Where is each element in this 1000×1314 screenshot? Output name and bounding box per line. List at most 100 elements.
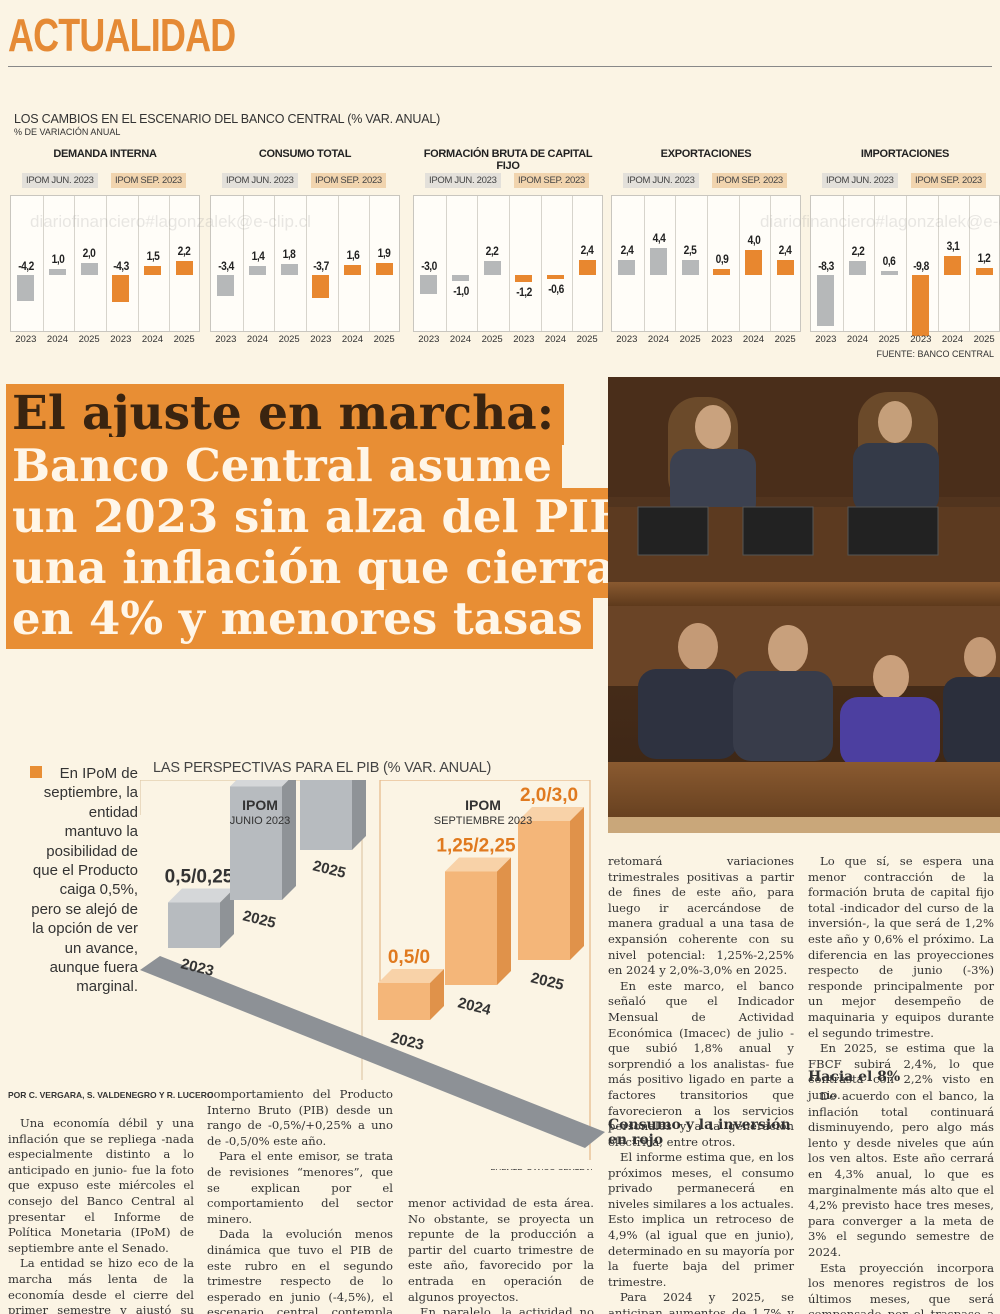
pib-year-label: 2025	[311, 857, 347, 882]
pib-sep-bar-front	[445, 871, 497, 985]
subheading-consumo: Consumo y la inversión en rojo	[608, 1117, 791, 1148]
bar	[547, 275, 564, 279]
year-label: 2025	[78, 334, 100, 345]
grid-line	[969, 196, 971, 331]
year-label: 2023	[616, 334, 638, 345]
lead-bullet-icon	[30, 766, 42, 778]
pib-sep-bar-top	[445, 857, 511, 872]
lead-text: En IPoM de septiembre, la entidad mantuv…	[31, 765, 138, 996]
pib-chart-title: LAS PERSPECTIVAS PARA EL PIB (% VAR. ANU…	[153, 760, 492, 776]
column-4: El informe estima que, en los próximos m…	[608, 1150, 794, 1314]
bar	[420, 275, 438, 294]
bar-label: -0,6	[547, 281, 564, 296]
grid-line	[169, 196, 171, 331]
year-label: 2023	[711, 334, 733, 345]
bar-label: -4,2	[18, 259, 34, 273]
legend-sep: IPOM SEP. 2023	[311, 173, 386, 188]
grid-line	[242, 196, 244, 331]
year-label: 2025	[373, 334, 395, 345]
year-label: 2024	[742, 334, 765, 345]
bar	[280, 263, 298, 275]
bar-label: 2,4	[580, 243, 594, 258]
pib-chart: 0,5/0,2520231,25/2,2520252,0/3,020250,5/…	[139, 675, 610, 1177]
bar-label: 2,2	[485, 244, 499, 259]
pib-group-title-sep: IPOM	[465, 797, 501, 813]
panel-title: DEMANDA INTERNA	[53, 148, 157, 160]
bar-label: -3,7	[313, 259, 329, 273]
grid-line	[643, 196, 645, 331]
year-label: 2024	[341, 334, 364, 345]
bar-label: 0,6	[882, 254, 896, 269]
legend-jun: IPOM JUN. 2023	[623, 173, 699, 188]
legend-sep: IPOM SEP. 2023	[111, 173, 186, 188]
top-chart-subtitle: % DE VARIACIÓN ANUAL	[14, 127, 121, 137]
grid-line	[738, 196, 740, 331]
grid-line	[274, 196, 276, 331]
pib-axis-band	[140, 956, 605, 1148]
grid-line	[572, 196, 574, 331]
legend-sep: IPOM SEP. 2023	[911, 173, 986, 188]
grid-line	[842, 196, 844, 331]
pib-jun-bar-front	[168, 902, 220, 948]
pib-jun-bar-front	[300, 711, 352, 850]
paragraph: Una economía débil y una inflación que s…	[8, 1116, 194, 1255]
year-label: 2025	[576, 334, 598, 345]
pib-year-label: 2025	[529, 969, 565, 994]
bar-label: 2,4	[620, 243, 634, 258]
paragraph: Para 2024 y 2025, se anticipan aumentos …	[608, 1290, 794, 1314]
bar	[144, 265, 161, 275]
grid-line	[337, 196, 339, 331]
grid-line	[770, 196, 772, 331]
grid-line	[74, 196, 76, 331]
year-label: 2025	[173, 334, 195, 345]
bar	[112, 275, 130, 302]
bar-label: 2,5	[683, 242, 697, 257]
bar-label: 3,1	[946, 238, 959, 253]
bar	[578, 260, 596, 275]
bar-label: 4,0	[747, 233, 760, 248]
paragraph: En 2025, se estima que la FBCF subirá 2,…	[808, 1041, 994, 1102]
pib-sep-bar-label: 1,25/2,25	[436, 836, 516, 857]
bar-label: 0,9	[715, 252, 729, 267]
senate-photo	[608, 377, 1000, 833]
year-label: 2023	[110, 334, 132, 345]
year-label: 2024	[246, 334, 269, 345]
bar	[249, 266, 266, 275]
grid-line	[306, 196, 307, 331]
paragraph: menor actividad de esta área. No obstant…	[408, 1196, 594, 1304]
bar-label: 1,8	[282, 246, 296, 261]
pib-jun-bar-side	[220, 888, 234, 948]
legend-jun: IPOM JUN. 2023	[22, 173, 98, 188]
grid-line	[874, 196, 876, 331]
headline-line-2: Banco Central asume	[6, 437, 563, 496]
year-label: 2025	[278, 334, 300, 345]
grid-line	[540, 196, 542, 331]
bar-label: 4,4	[652, 230, 665, 245]
headline-line-4: una inflación que cierra	[6, 539, 626, 598]
year-label: 2025	[878, 334, 900, 345]
bar	[175, 261, 193, 275]
paragraph: Dada la evolución menos dinámica que tuv…	[207, 1227, 393, 1314]
bar	[713, 269, 731, 275]
pib-sep-bar-side	[497, 857, 511, 985]
bar	[452, 275, 469, 282]
bar	[375, 263, 393, 275]
legend-jun: IPOM JUN. 2023	[425, 173, 501, 188]
panel-title: CONSUMO TOTAL	[258, 148, 352, 160]
year-label: 2025	[679, 334, 701, 345]
year-label: 2023	[513, 334, 535, 345]
watermark: diariofinanciero#lagonzalek@e-clip.cl	[760, 212, 1000, 231]
paragraph: La entidad se hizo eco de la marcha más …	[8, 1256, 194, 1314]
pib-sep-bar-side	[430, 969, 444, 1020]
column-3-top: retomará variaciones trimestrales positi…	[608, 854, 794, 1150]
bar	[618, 260, 636, 275]
panel-grid	[611, 195, 801, 332]
panel-grid	[10, 195, 200, 332]
grid-line	[477, 196, 479, 331]
pib-jun-bar-side	[282, 772, 296, 900]
grid-line	[42, 196, 44, 331]
panel-title: IMPORTACIONES	[860, 148, 950, 160]
legend-sep: IPOM SEP. 2023	[712, 173, 787, 188]
year-label: 2023	[215, 334, 237, 345]
group-frame-sep	[379, 779, 591, 1160]
